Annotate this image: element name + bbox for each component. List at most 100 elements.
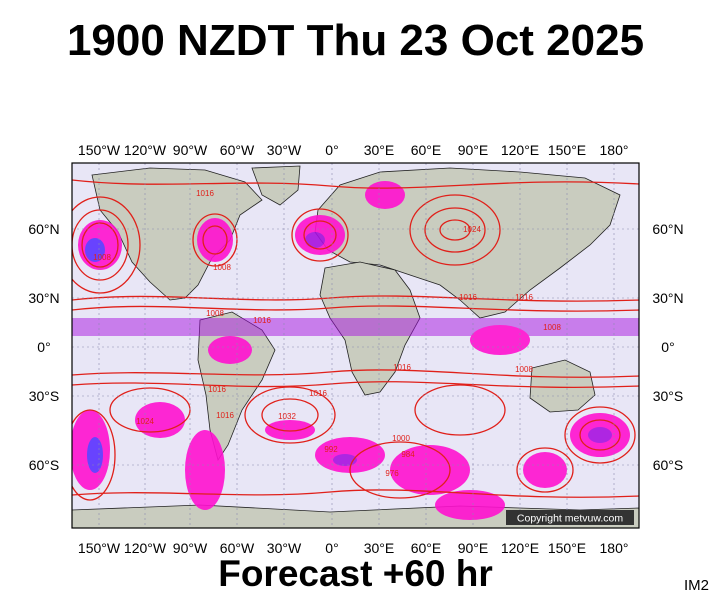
- latitude-label: 0°: [661, 339, 674, 355]
- isobar: [516, 447, 574, 493]
- isobar: [564, 406, 636, 464]
- forecast-label: Forecast +60 hr: [218, 553, 493, 594]
- longitude-label: 120°W: [124, 142, 167, 158]
- pressure-label: 1016: [459, 293, 477, 302]
- map-content: 1016 1008 1024 1016 1016 1008 1032 1016 1000 976 9…: [72, 163, 639, 528]
- precipitation-areas: [72, 181, 639, 520]
- pressure-label: 1016: [196, 189, 214, 198]
- isobar: [72, 196, 141, 294]
- isobar: [72, 179, 639, 189]
- isobar: [424, 207, 486, 253]
- latitude-label: 0°: [37, 339, 50, 355]
- rain-area: [390, 445, 470, 495]
- rain-area: [87, 437, 103, 473]
- landmass-australia: [529, 359, 596, 413]
- isobar: [349, 441, 451, 499]
- rain-area: [135, 402, 185, 438]
- isobar: [72, 409, 116, 501]
- longitude-label: 150°E: [548, 540, 586, 556]
- longitude-label: 60°E: [411, 540, 442, 556]
- pressure-label: 1016: [253, 316, 271, 325]
- longitude-label: 0°: [325, 142, 338, 158]
- longitude-label: 90°W: [173, 142, 208, 158]
- rain-area: [185, 430, 225, 510]
- image-code: IM2: [683, 577, 709, 594]
- isobar: [81, 222, 119, 268]
- longitude-label: 0°: [325, 540, 338, 556]
- longitude-label: 30°E: [364, 540, 395, 556]
- longitude-label: 120°W: [124, 540, 167, 556]
- pressure-label: 992: [324, 445, 338, 454]
- pressure-label: 1016: [216, 411, 234, 420]
- longitude-label: 120°E: [501, 540, 539, 556]
- latitude-label: 60°S: [653, 457, 684, 473]
- isobars: [72, 179, 639, 501]
- rain-area: [470, 325, 530, 355]
- map-frame: [71, 162, 640, 529]
- latitude-label: 30°S: [29, 388, 60, 404]
- isobar: [303, 220, 337, 250]
- latitude-label: 30°S: [653, 388, 684, 404]
- pressure-label: 984: [401, 450, 415, 459]
- isobar: [72, 489, 639, 498]
- copyright-text: Copyright metvuw.com: [517, 513, 623, 525]
- pressure-label: 1008: [93, 253, 111, 262]
- pressure-label: 1032: [278, 412, 296, 421]
- isobar: [72, 209, 129, 281]
- longitude-label: 180°: [600, 540, 629, 556]
- isobar: [414, 384, 506, 436]
- pressure-label: 976: [385, 469, 399, 478]
- isobar: [261, 398, 319, 432]
- pressure-labels: 1016 1008 1024 1016 1016 1008 1032 1016 1000 976 9…: [93, 189, 561, 478]
- latitude-label: 60°N: [28, 221, 59, 237]
- pressure-label: 1016: [515, 293, 533, 302]
- isobar: [72, 295, 639, 302]
- pressure-label: 1016: [309, 389, 327, 398]
- copyright-box: Copyright metvuw.com: [506, 510, 634, 525]
- pressure-label: 1008: [543, 323, 561, 332]
- longitude-label: 90°E: [458, 540, 489, 556]
- pressure-label: 1008: [213, 263, 231, 272]
- longitude-label: 30°E: [364, 142, 395, 158]
- longitude-label: 180°: [600, 142, 629, 158]
- pressure-label: 1000: [392, 434, 410, 443]
- isobar: [72, 369, 639, 378]
- longitude-label: 60°E: [411, 142, 442, 158]
- isobar: [202, 225, 228, 255]
- isobar: [409, 194, 501, 266]
- rain-area: [265, 420, 315, 440]
- isobar: [291, 208, 349, 262]
- isobar: [579, 419, 621, 451]
- isobar: [244, 386, 336, 444]
- rain-area: [305, 232, 325, 248]
- page-title: 1900 NZDT Thu 23 Oct 2025: [66, 16, 645, 65]
- longitude-label: 120°E: [501, 142, 539, 158]
- longitude-label: 60°W: [220, 540, 255, 556]
- isobar: [72, 381, 639, 389]
- longitude-label: 150°E: [548, 142, 586, 158]
- latitude-label: 60°N: [652, 221, 683, 237]
- isobar: [439, 219, 471, 241]
- longitude-label: 150°W: [78, 142, 121, 158]
- rain-area: [588, 427, 612, 443]
- latitude-label: 30°N: [652, 290, 683, 306]
- longitude-label: 60°W: [220, 142, 255, 158]
- rain-area: [208, 336, 252, 364]
- longitude-label: 150°W: [78, 540, 121, 556]
- pressure-label: 1008: [515, 365, 533, 374]
- rain-area: [197, 218, 233, 262]
- rain-area: [85, 238, 105, 262]
- rain-area: [523, 452, 567, 488]
- rain-area: [435, 490, 505, 520]
- longitude-label: 30°W: [267, 540, 302, 556]
- longitude-label: 90°E: [458, 142, 489, 158]
- pressure-label: 1024: [463, 225, 481, 234]
- rain-area: [365, 181, 405, 209]
- landmass-north-america: [91, 167, 263, 301]
- pressure-label: 1016: [393, 363, 411, 372]
- latitude-label: 60°S: [29, 457, 60, 473]
- longitude-label: 90°W: [173, 540, 208, 556]
- pressure-label: 1016: [208, 385, 226, 394]
